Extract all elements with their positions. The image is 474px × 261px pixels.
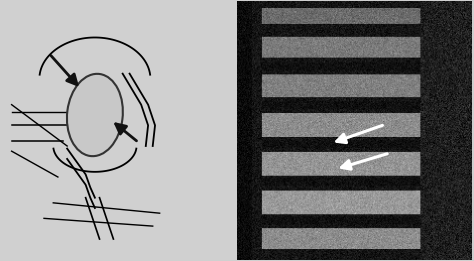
Ellipse shape <box>67 74 123 156</box>
